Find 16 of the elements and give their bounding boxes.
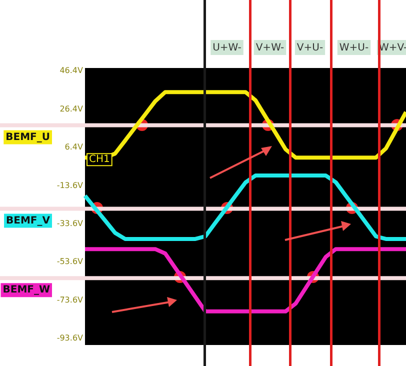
annotation: CH1 bbox=[88, 154, 110, 166]
y-tick-label: -13.6V bbox=[56, 180, 84, 190]
text: V+U- bbox=[296, 42, 324, 54]
y-tick-label: -93.6V bbox=[56, 334, 84, 343]
y-tick-label: 46.4V bbox=[60, 66, 84, 76]
y-tick-label: -73.6V bbox=[56, 295, 84, 304]
text: BEMF_V bbox=[6, 215, 50, 226]
y-tick-label: -33.6V bbox=[56, 218, 84, 228]
y-tick-label: 26.4V bbox=[60, 104, 84, 114]
text: BEMF_U bbox=[6, 132, 50, 143]
text: BEMF_W bbox=[2, 284, 50, 296]
text: V+W- bbox=[256, 42, 285, 54]
y-tick-label: -53.6V bbox=[56, 257, 84, 266]
y-tick-label: 6.4V bbox=[64, 142, 84, 152]
text: U+W- bbox=[212, 42, 242, 54]
text: W+U- bbox=[339, 42, 369, 54]
